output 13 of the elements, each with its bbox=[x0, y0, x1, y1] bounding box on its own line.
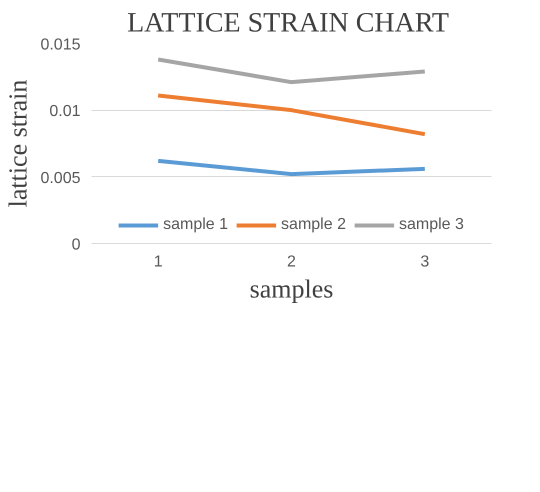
x-tick-label: 3 bbox=[420, 254, 430, 270]
y-tick-label: 0.01 bbox=[49, 103, 81, 120]
y-axis-title: lattice strain bbox=[3, 80, 32, 208]
y-tick-label: 0 bbox=[72, 236, 81, 254]
chart-title: LATTICE STRAIN CHART bbox=[127, 8, 449, 38]
y-tick-label: 0.005 bbox=[40, 170, 81, 187]
x-axis-title: samples bbox=[250, 274, 334, 304]
legend-label: sample 1 bbox=[163, 216, 228, 234]
legend-label: sample 3 bbox=[398, 216, 464, 234]
legend-label: sample 2 bbox=[281, 216, 346, 234]
x-tick-label: 1 bbox=[154, 254, 163, 270]
x-tick-label: 2 bbox=[287, 254, 296, 270]
y-tick-label: 0.015 bbox=[40, 36, 81, 54]
